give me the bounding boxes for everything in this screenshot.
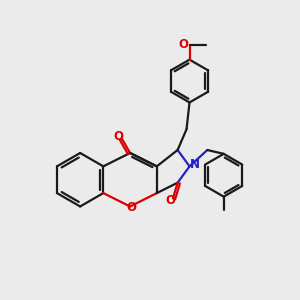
Text: N: N (190, 158, 200, 171)
Text: O: O (127, 201, 136, 214)
Text: O: O (113, 130, 123, 143)
Text: O: O (165, 194, 175, 207)
Text: O: O (178, 38, 188, 51)
